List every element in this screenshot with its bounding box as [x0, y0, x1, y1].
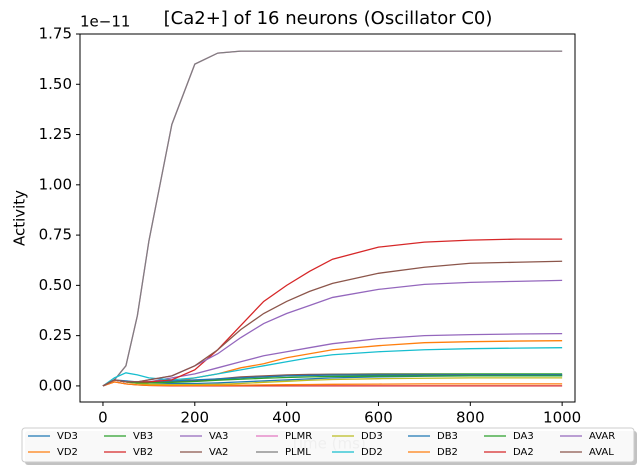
- series-line: [102, 381, 563, 387]
- axes-frame: [79, 33, 576, 403]
- y-tick-label: 1.00: [39, 175, 72, 193]
- y-tick-label: 0.00: [39, 376, 72, 394]
- legend-box: [21, 427, 635, 463]
- legend-label: DA3: [513, 431, 534, 442]
- series-line: [102, 279, 563, 387]
- legend-label: PLML: [285, 447, 311, 458]
- legend-label: VB3: [133, 431, 153, 442]
- series-line: [102, 238, 563, 387]
- series-line: [102, 50, 563, 387]
- x-tick-label: 1000: [543, 409, 581, 427]
- y-tick-label: 1.75: [39, 25, 72, 43]
- y-axis-label: Activity: [11, 190, 29, 246]
- legend-label: PLMR: [285, 431, 312, 442]
- y-tick-label: 1.25: [39, 125, 72, 143]
- plot-area: [102, 50, 563, 387]
- legend-label: VA2: [209, 447, 228, 458]
- series-line: [102, 375, 563, 387]
- y-tick-label: 0.25: [39, 326, 72, 344]
- chart-title: [Ca2+] of 16 neurons (Oscillator C0): [164, 8, 493, 29]
- x-tick-label: 600: [364, 409, 393, 427]
- legend-label: AVAR: [589, 431, 615, 442]
- legend-label: DD3: [361, 431, 383, 442]
- legend-label: AVAL: [589, 447, 614, 458]
- y-tick-label: 1.50: [39, 75, 72, 93]
- legend: VD3 VD2 VB3 VB2 VA3 VA2 PLMR PLML DD3 DD2 DB3 DB2 DA…: [28, 431, 615, 458]
- legend-label: VD3: [57, 431, 78, 442]
- y-offset-text: 1e−11: [80, 13, 130, 31]
- series-line: [102, 50, 563, 387]
- legend-label: VA3: [209, 431, 228, 442]
- legend-label: VD2: [57, 447, 78, 458]
- y-tick-label: 0.50: [39, 276, 72, 294]
- legend-label: DD2: [361, 447, 383, 458]
- legend-label: DB3: [437, 431, 458, 442]
- series-line: [102, 347, 563, 387]
- legend-label: VB2: [133, 447, 153, 458]
- y-tick-label: 0.75: [39, 226, 72, 244]
- x-tick-label: 400: [272, 409, 301, 427]
- legend-label: DA2: [513, 447, 534, 458]
- x-tick-label: 200: [180, 409, 209, 427]
- legend-label: DB2: [437, 447, 458, 458]
- x-tick-label: 800: [456, 409, 485, 427]
- x-tick-label: 0: [98, 409, 108, 427]
- series-line: [102, 260, 563, 387]
